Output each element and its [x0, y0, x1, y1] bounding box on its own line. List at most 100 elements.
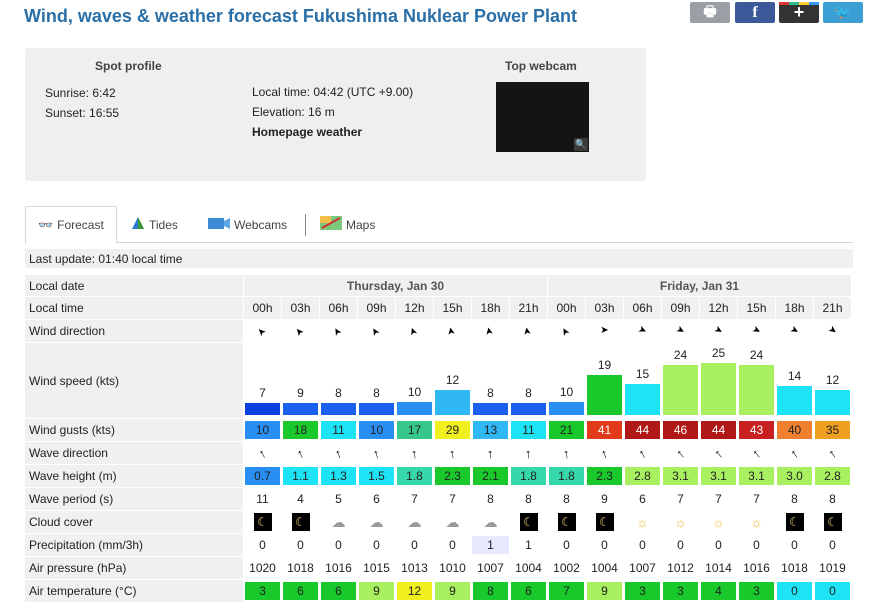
sun-icon: ☼ — [750, 514, 763, 530]
wave-height-cell: 2.8 — [814, 465, 851, 487]
hour-cell: 21h — [814, 297, 851, 319]
wind-gust-value: 21 — [549, 421, 584, 439]
wind-gusts-row: Wind gusts (kts) 10 18 11 10 17 29 13 11 21 41 44 46… — [25, 419, 853, 442]
wind-gust-cell: 10 — [358, 419, 395, 441]
air-temperature-value: 3 — [625, 582, 660, 600]
wind-gust-cell: 18 — [282, 419, 319, 441]
wind-gust-cell: 44 — [624, 419, 661, 441]
wave-arrow-icon: ↑ — [294, 444, 307, 462]
wind-direction-arrow-icon: ➤ — [434, 320, 471, 342]
wave-height-value: 2.8 — [625, 467, 660, 485]
wave-height-cell: 1.8 — [548, 465, 585, 487]
twitter-share-button[interactable]: 🐦 — [823, 2, 863, 23]
wave-height-cell: 3.0 — [776, 465, 813, 487]
wind-speed-value: 7 — [259, 386, 266, 400]
wind-direction-arrow-icon: ➤ — [244, 320, 281, 342]
facebook-share-button[interactable]: f — [735, 2, 775, 23]
wind-speed-value: 8 — [487, 386, 494, 400]
wind-arrow-icon: ➤ — [788, 323, 802, 338]
wind-arrow-icon: ➤ — [255, 324, 269, 339]
wave-direction-row: Wave direction ↑ ↑ ↑ ↑ ↑ ↑ ↑ ↑ ↑ ↑ ↑ ↑ ↑ ↑ ↑ ↑ — [25, 442, 853, 465]
moon-icon: ☾ — [595, 513, 614, 531]
sunset-text: Sunset: 16:55 — [45, 106, 120, 120]
wave-period-value: 7 — [411, 492, 418, 506]
wind-speed-value: 10 — [559, 385, 574, 399]
local-time-text: Local time: 04:42 (UTC +9.00) — [252, 85, 414, 99]
cloud-cover-cell: ☁ — [358, 511, 395, 533]
wind-speed-bar — [625, 384, 660, 415]
air-pressure-value: 1016 — [325, 561, 352, 575]
wind-arrow-icon: ➤ — [293, 324, 308, 339]
precipitation-value: 0 — [259, 538, 266, 552]
wind-gust-value: 11 — [321, 421, 356, 439]
wind-arrow-icon: ➤ — [674, 323, 688, 338]
wind-arrow-icon: ➤ — [369, 324, 383, 338]
wave-height-cell: 3.1 — [700, 465, 737, 487]
wave-arrow-icon: ↑ — [673, 445, 688, 461]
tab-webcams[interactable]: Webcams — [208, 206, 287, 243]
webcam-thumbnail[interactable]: 🔍 — [496, 82, 589, 152]
wind-speed-row: Wind speed (kts) 7 9 8 8 10 12 8 8 10 19 15 24 25 24 14… — [25, 343, 853, 419]
wave-direction-cell: ↑ — [396, 442, 433, 464]
wind-speed-value: 9 — [297, 386, 304, 400]
wind-gust-value: 44 — [625, 421, 660, 439]
wave-height-cell: 2.1 — [472, 465, 509, 487]
wind-speed-cell: 10 — [396, 343, 433, 418]
wind-speed-value: 14 — [787, 369, 802, 383]
last-update-text: Last update: 01:40 local time — [29, 251, 183, 266]
wave-direction-cell: ↑ — [662, 442, 699, 464]
wind-gust-value: 18 — [283, 421, 318, 439]
cloud-cover-row: Cloud cover ☾ ☾ ☁ ☁ ☁ ☁ ☁ ☾ ☾ ☾ ☼ ☼ ☼ ☼ ☾ ☾ — [25, 511, 853, 534]
air-temperature-cell: 0 — [776, 580, 813, 602]
wind-direction-arrow-icon: ➤ — [358, 320, 395, 342]
wind-speed-cell: 25 — [700, 343, 737, 418]
wave-period-value: 11 — [256, 492, 269, 506]
zoom-icon[interactable]: 🔍 — [574, 138, 588, 151]
homepage-weather-link[interactable]: Homepage weather — [252, 125, 363, 139]
print-button[interactable]: 🖶 — [690, 2, 730, 23]
google-plus-share-button[interactable]: + — [779, 2, 819, 23]
local-time-row-label: Local time — [25, 297, 243, 319]
cloud-cover-cell: ☼ — [700, 511, 737, 533]
wind-speed-bar — [701, 363, 736, 415]
wave-arrow-icon: ↑ — [711, 445, 726, 461]
air-pressure-value: 1015 — [363, 561, 390, 575]
hour-cell: 09h — [662, 297, 699, 319]
air-pressure-value: 1012 — [667, 561, 694, 575]
air-temperature-value: 0 — [815, 582, 850, 600]
wave-period-value: 8 — [487, 492, 494, 506]
wind-arrow-icon: ➤ — [636, 323, 649, 338]
page-title: Wind, waves & weather forecast Fukushima… — [24, 6, 578, 26]
wind-direction-arrow-icon: ➤ — [700, 320, 737, 342]
wind-arrow-icon: ➤ — [407, 325, 421, 337]
tab-tides[interactable]: Tides — [131, 206, 178, 243]
moon-cloud-icon: ☾ — [291, 513, 310, 531]
wave-arrow-icon: ↑ — [371, 444, 382, 462]
moon-icon: ☾ — [785, 513, 804, 531]
wind-direction-arrow-icon: ➤ — [814, 320, 851, 342]
air-temperature-cell: 4 — [700, 580, 737, 602]
air-temperature-cell: 12 — [396, 580, 433, 602]
wind-arrow-icon: ➤ — [445, 326, 459, 337]
cloud-cover-cell: ☼ — [738, 511, 775, 533]
sunrise-text: Sunrise: 6:42 — [45, 86, 116, 100]
tab-forecast[interactable]: 👓 Forecast — [25, 206, 117, 244]
air-pressure-value: 1016 — [743, 561, 770, 575]
wave-height-value: 1.5 — [359, 467, 394, 485]
tab-maps[interactable]: Maps — [320, 206, 375, 243]
air-pressure-value: 1002 — [553, 561, 580, 575]
wind-speed-value: 12 — [445, 373, 460, 387]
wave-period-value: 6 — [373, 492, 380, 506]
wind-arrow-icon: ➤ — [521, 326, 535, 337]
wave-period-value: 9 — [601, 492, 608, 506]
wind-speed-bar — [245, 403, 280, 415]
wind-direction-arrow-icon: ➤ — [586, 320, 623, 342]
precipitation-value: 0 — [411, 538, 418, 552]
moon-icon: ☾ — [823, 513, 842, 531]
air-temperature-value: 4 — [701, 582, 736, 600]
hour-cell: 12h — [396, 297, 433, 319]
wind-speed-bar — [473, 403, 508, 415]
wind-gust-value: 11 — [511, 421, 546, 439]
wave-height-cell: 1.5 — [358, 465, 395, 487]
sun-icon: ☼ — [636, 514, 649, 530]
